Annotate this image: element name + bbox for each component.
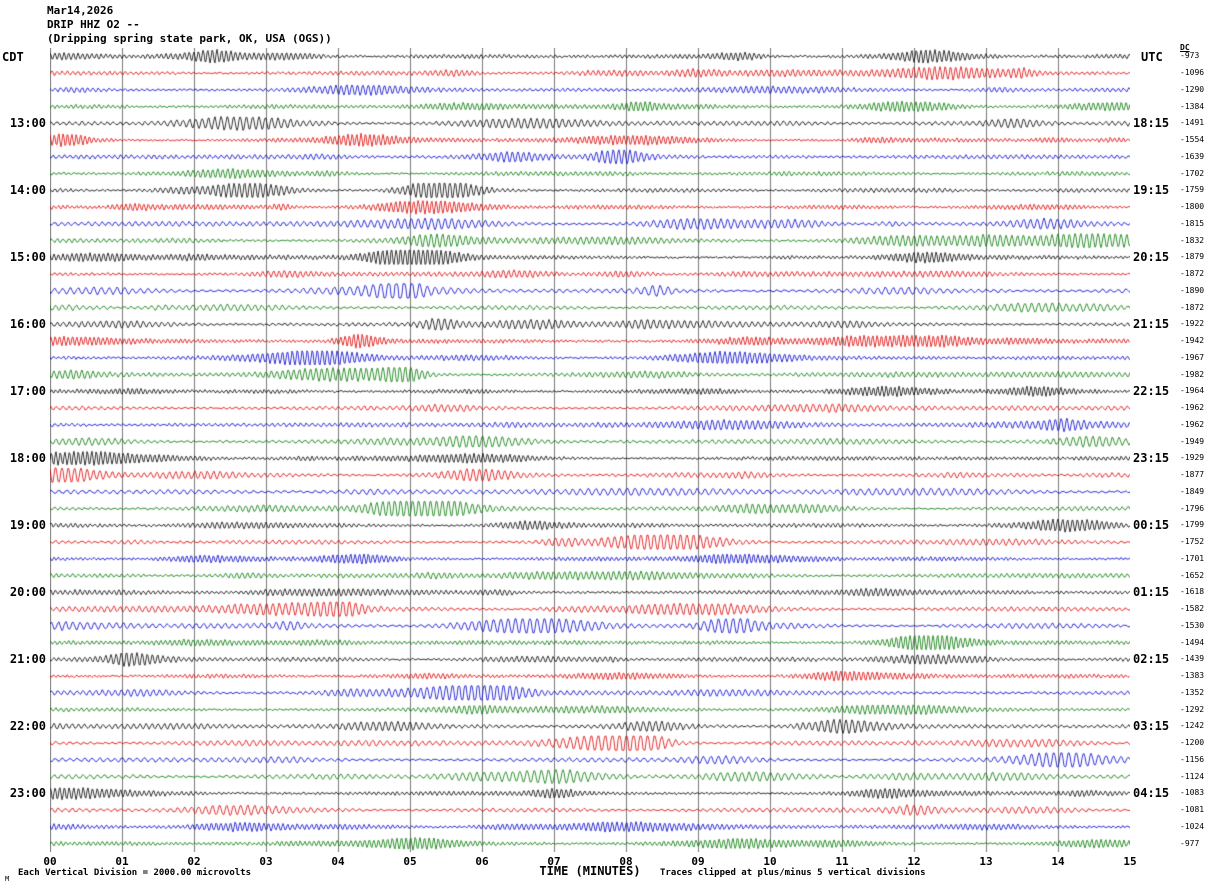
dc-value: -1582 [1180, 604, 1205, 614]
dc-value: -1964 [1180, 386, 1205, 396]
dc-value: -1491 [1180, 118, 1205, 128]
dc-value: -1890 [1180, 285, 1205, 295]
dc-value: -1929 [1180, 453, 1205, 463]
cdt-time-label: 14:00 [9, 183, 46, 198]
minute-tick-label: 11 [835, 855, 849, 868]
utc-time-label: 00:15 [1133, 518, 1170, 533]
utc-time-label: 22:15 [1133, 384, 1170, 399]
dc-value: -1124 [1180, 771, 1205, 781]
dc-value: -1872 [1180, 302, 1205, 312]
dc-column-header: DC [1180, 43, 1190, 52]
dc-value: -1352 [1180, 687, 1205, 697]
dc-value: -1384 [1180, 101, 1205, 111]
minute-tick-label: 00 [43, 855, 57, 868]
x-axis-title: TIME (MINUTES) [539, 864, 641, 878]
minute-tick-label: 13 [979, 855, 993, 868]
dc-value: -1942 [1180, 336, 1205, 346]
dc-value: -1759 [1180, 185, 1205, 195]
dc-value: -1796 [1180, 503, 1205, 513]
cdt-label: CDT [2, 50, 24, 64]
cdt-time-label: 19:00 [9, 518, 46, 533]
dc-value: -1618 [1180, 587, 1205, 597]
cdt-time-label: 23:00 [9, 786, 46, 801]
dc-value: -1156 [1180, 754, 1205, 764]
dc-value: -1967 [1180, 352, 1205, 362]
utc-time-label: 03:15 [1133, 719, 1170, 734]
dc-value: -1879 [1180, 252, 1205, 262]
minute-tick-label: 05 [403, 855, 417, 868]
cdt-time-label: 18:00 [9, 451, 46, 466]
dc-value: -1639 [1180, 151, 1205, 161]
utc-time-label: 20:15 [1133, 250, 1170, 265]
minute-tick-label: 02 [187, 855, 201, 868]
cdt-time-label: 17:00 [9, 384, 46, 399]
cdt-time-label: 15:00 [9, 250, 46, 265]
utc-label: UTC [1141, 50, 1163, 64]
cdt-time-label: 21:00 [9, 652, 46, 667]
dc-value: -1962 [1180, 403, 1205, 413]
corner-mark: M [5, 875, 10, 883]
dc-value: -973 [1180, 51, 1200, 61]
minute-tick-label: 12 [907, 855, 921, 868]
dc-value: -1800 [1180, 202, 1205, 212]
utc-time-label: 04:15 [1133, 786, 1170, 801]
dc-value: -1383 [1180, 671, 1205, 681]
utc-time-label: 18:15 [1133, 116, 1170, 131]
station-location: (Dripping spring state park, OK, USA (OG… [47, 32, 332, 45]
dc-value: -1292 [1180, 704, 1205, 714]
minute-tick-label: 03 [259, 855, 273, 868]
dc-value: -1290 [1180, 84, 1205, 94]
station-id: DRIP HHZ O2 -- [47, 18, 140, 31]
cdt-time-label: 13:00 [9, 116, 46, 131]
minute-tick-label: 06 [475, 855, 489, 868]
cdt-time-label: 16:00 [9, 317, 46, 332]
dc-value: -1242 [1180, 721, 1205, 731]
footer-clip-note: Traces clipped at plus/minus 5 vertical … [660, 868, 926, 878]
header-date: Mar14,2026 [47, 4, 114, 17]
dc-value: -1701 [1180, 553, 1205, 563]
dc-value: -1799 [1180, 520, 1205, 530]
dc-value: -1200 [1180, 738, 1205, 748]
minute-tick-label: 09 [691, 855, 705, 868]
minute-tick-label: 14 [1051, 855, 1065, 868]
dc-value: -977 [1180, 838, 1200, 848]
dc-value: -1554 [1180, 135, 1205, 145]
dc-value: -1877 [1180, 470, 1205, 480]
dc-value: -1949 [1180, 436, 1205, 446]
dc-value: -1439 [1180, 654, 1205, 664]
seismogram-canvas [50, 48, 1130, 852]
cdt-time-label: 22:00 [9, 719, 46, 734]
dc-value: -1081 [1180, 805, 1205, 815]
dc-value: -1702 [1180, 168, 1205, 178]
minute-tick-label: 04 [331, 855, 345, 868]
dc-value: -1815 [1180, 218, 1205, 228]
utc-time-label: 19:15 [1133, 183, 1170, 198]
dc-value: -1530 [1180, 620, 1205, 630]
minute-tick-label: 08 [619, 855, 633, 868]
minute-tick-label: 01 [115, 855, 129, 868]
dc-value: -1832 [1180, 235, 1205, 245]
dc-value: -1872 [1180, 269, 1205, 279]
utc-time-label: 02:15 [1133, 652, 1170, 667]
dc-value: -1083 [1180, 788, 1205, 798]
dc-value: -1096 [1180, 68, 1205, 78]
minute-tick-label: 15 [1123, 855, 1137, 868]
dc-value: -1752 [1180, 537, 1205, 547]
minute-tick-label: 07 [547, 855, 561, 868]
dc-value: -1962 [1180, 419, 1205, 429]
cdt-time-label: 20:00 [9, 585, 46, 600]
utc-time-label: 01:15 [1133, 585, 1170, 600]
utc-time-label: 21:15 [1133, 317, 1170, 332]
dc-value: -1849 [1180, 486, 1205, 496]
footer-division-note: Each Vertical Division = 2000.00 microvo… [18, 868, 251, 878]
dc-value: -1922 [1180, 319, 1205, 329]
dc-value: -1494 [1180, 637, 1205, 647]
dc-value: -1652 [1180, 570, 1205, 580]
utc-time-label: 23:15 [1133, 451, 1170, 466]
dc-value: -1982 [1180, 369, 1205, 379]
minute-tick-label: 10 [763, 855, 777, 868]
dc-value: -1024 [1180, 821, 1205, 831]
